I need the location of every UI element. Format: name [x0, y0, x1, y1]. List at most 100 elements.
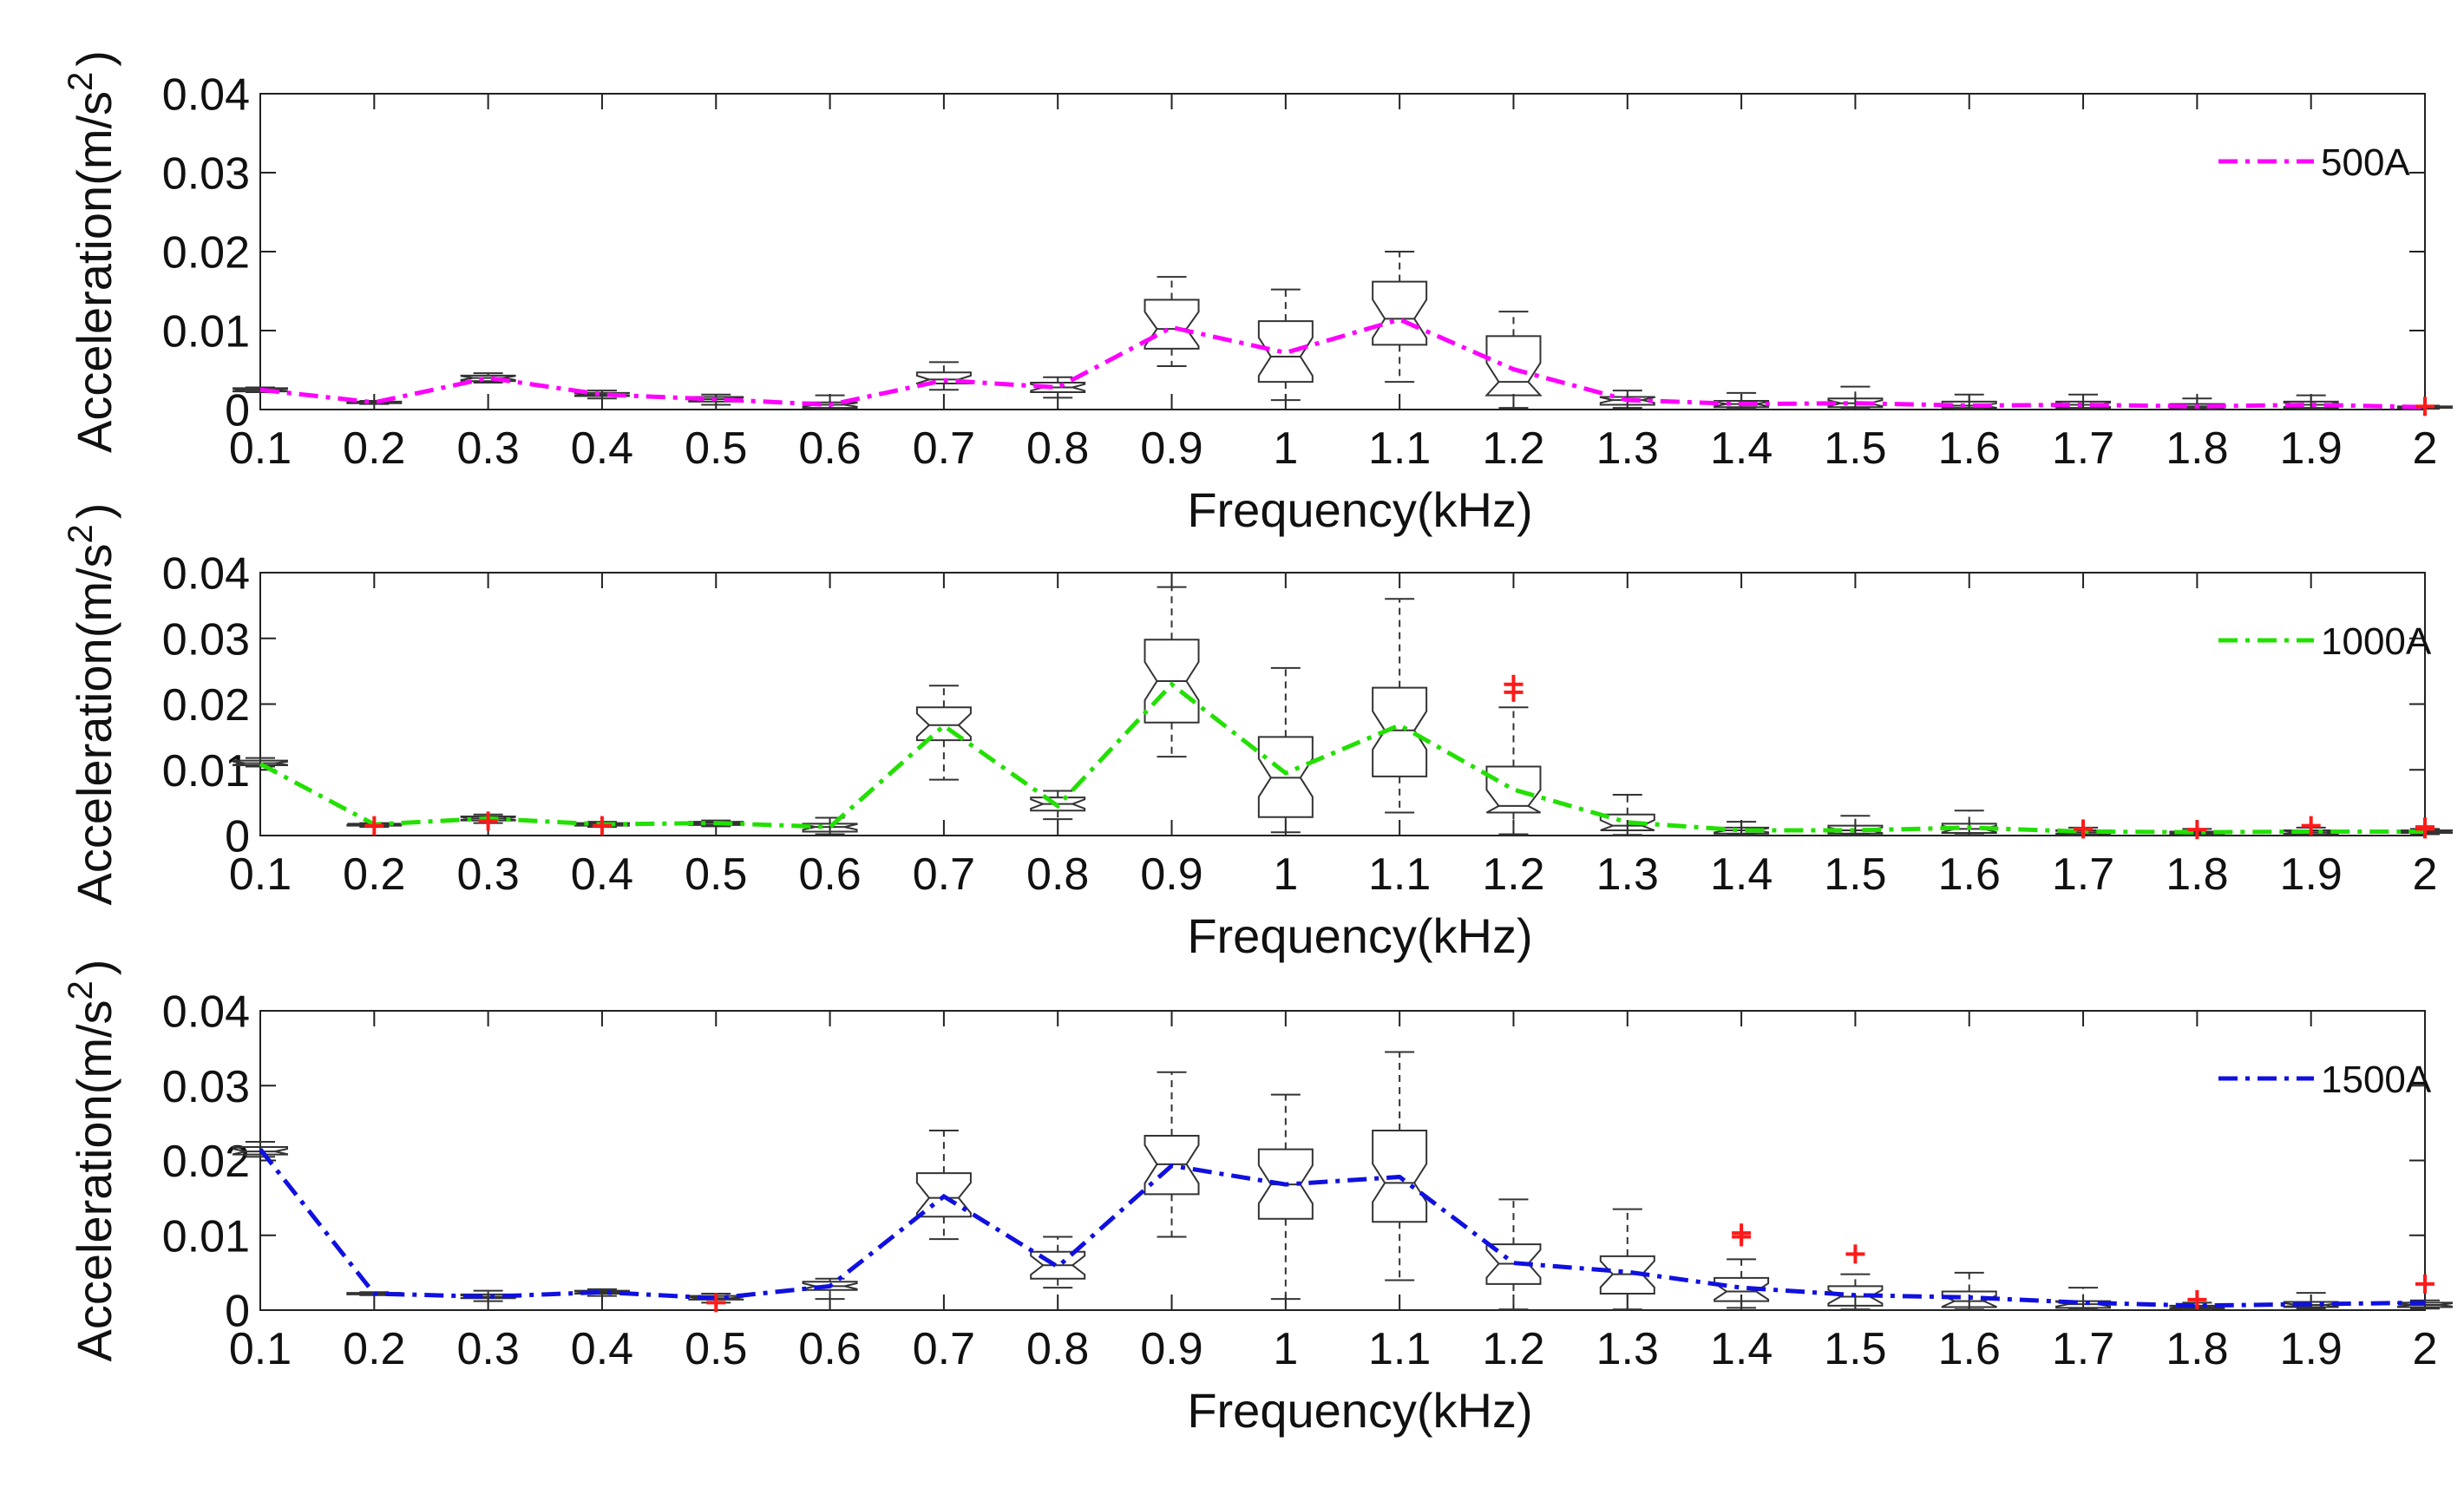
x-axis-label: Frequency(kHz)	[1187, 1383, 1532, 1438]
box-body	[1372, 280, 1428, 346]
x-tick-label: 0.7	[913, 849, 975, 900]
y-axis-label: Acceleration(m/s2)	[62, 50, 121, 453]
x-tick-label: 1.8	[2166, 849, 2228, 900]
box-body	[1030, 796, 1086, 812]
outlier-marker	[2415, 1274, 2435, 1294]
x-tick-label: 0.6	[798, 423, 861, 474]
box-body	[1144, 1135, 1200, 1196]
x-tick-label: 0.3	[456, 1324, 519, 1374]
x-tick-label: 0.9	[1140, 849, 1203, 900]
y-tick-label: 0.04	[162, 70, 250, 121]
x-tick-label: 1.3	[1596, 423, 1659, 474]
box-body	[1257, 736, 1314, 818]
x-tick-label: 0.4	[571, 849, 633, 900]
x-tick-label: 0.3	[456, 423, 519, 474]
box-body	[1714, 1276, 1770, 1302]
x-tick-label: 2	[2413, 423, 2438, 474]
x-tick-label: 1.2	[1482, 849, 1544, 900]
box-1.1	[1372, 1051, 1428, 1282]
box-body	[1485, 765, 1542, 814]
y-tick-label: 0	[225, 812, 250, 862]
x-tick-label: 0.9	[1140, 423, 1203, 474]
x-tick-label: 1	[1273, 849, 1298, 900]
x-tick-label: 0.1	[229, 423, 292, 474]
y-axis-label: Acceleration(m/s2)	[62, 503, 121, 906]
outlier-marker	[592, 816, 612, 836]
x-tick-label: 1.7	[2052, 849, 2114, 900]
x-tick-label: 1.6	[1938, 423, 2001, 474]
x-tick-label: 1.8	[2166, 423, 2228, 474]
y-tick-label: 0	[225, 386, 250, 436]
outlier-marker	[2187, 820, 2207, 840]
x-tick-label: 0.4	[571, 423, 633, 474]
box-1.4	[1714, 1258, 1770, 1309]
box-body	[1257, 1148, 1314, 1220]
y-tick-label: 0.03	[162, 1062, 250, 1112]
x-tick-label: 1.1	[1368, 1324, 1431, 1374]
box-body	[1485, 1243, 1542, 1285]
x-tick-label: 1.2	[1482, 1324, 1544, 1374]
x-tick-label: 2	[2413, 849, 2438, 900]
x-tick-label: 1.3	[1596, 849, 1659, 900]
x-tick-label: 1.4	[1710, 1324, 1773, 1374]
box-body	[1599, 396, 1655, 406]
outlier-marker	[706, 1293, 726, 1313]
x-tick-label: 1.5	[1824, 423, 1886, 474]
box-0.8	[1030, 1236, 1086, 1289]
box-1.2	[1485, 1198, 1542, 1311]
box-body	[1372, 686, 1428, 777]
box-body	[802, 823, 858, 833]
box-body	[2397, 1301, 2453, 1308]
box-1.2	[1485, 706, 1542, 836]
box-0.7	[915, 361, 972, 391]
x-tick-label: 0.1	[229, 1324, 292, 1374]
outlier-marker	[364, 816, 384, 836]
y-axis-label: Acceleration(m/s2)	[62, 960, 121, 1362]
outlier-marker	[2415, 397, 2435, 416]
x-tick-label: 1.9	[2280, 423, 2343, 474]
x-tick-label: 1.5	[1824, 849, 1886, 900]
box-body	[1144, 298, 1200, 350]
x-tick-label: 1.9	[2280, 1324, 2343, 1374]
y-tick-label: 0.03	[162, 149, 250, 200]
y-tick-label: 0.04	[162, 987, 250, 1038]
box-0.7	[915, 1130, 972, 1241]
x-tick-label: 1.3	[1596, 1324, 1659, 1374]
outlier-marker	[2187, 1289, 2207, 1309]
box-body	[1484, 335, 1543, 397]
outlier-marker	[478, 811, 498, 831]
x-tick-label: 0.5	[685, 423, 747, 474]
y-tick-label: 0.02	[162, 680, 250, 731]
box-1.4	[1714, 391, 1770, 410]
box-0.7	[915, 685, 972, 781]
y-tick-label: 0.04	[162, 549, 250, 600]
x-tick-label: 0.2	[343, 849, 405, 900]
series-line-500A	[259, 317, 2426, 410]
box-body	[1827, 397, 1884, 409]
x-tick-label: 1.7	[2052, 423, 2114, 474]
box-body	[233, 1145, 288, 1156]
x-tick-label: 0.5	[685, 849, 747, 900]
outlier-marker	[2415, 819, 2435, 839]
outlier-marker	[2074, 819, 2094, 839]
box-body	[573, 822, 630, 827]
box-body	[1714, 399, 1770, 409]
box-body	[460, 374, 516, 383]
panel-500A: 0 0.01 0.02 0.03 0.04 0.1 0.2 0.3 0.4 0.5 0.6 0.7 0.…	[62, 50, 2453, 537]
x-tick-label: 1.6	[1938, 849, 2001, 900]
box-0.3	[460, 372, 516, 384]
box-body	[233, 759, 288, 766]
box-1.1	[1372, 251, 1428, 383]
x-tick-label: 0.9	[1140, 1324, 1203, 1374]
y-tick-label: 0.01	[162, 1211, 250, 1262]
x-tick-label: 0.8	[1026, 423, 1089, 474]
box-0.2	[346, 399, 403, 405]
legend-label: 1000A	[2321, 620, 2432, 663]
box-body	[346, 823, 403, 827]
outlier-marker	[1845, 1244, 1865, 1264]
x-tick-label: 1.1	[1368, 423, 1431, 474]
outlier-marker	[1732, 1227, 1752, 1247]
legend-label: 1500A	[2321, 1059, 2432, 1101]
x-tick-label: 0.3	[456, 849, 519, 900]
